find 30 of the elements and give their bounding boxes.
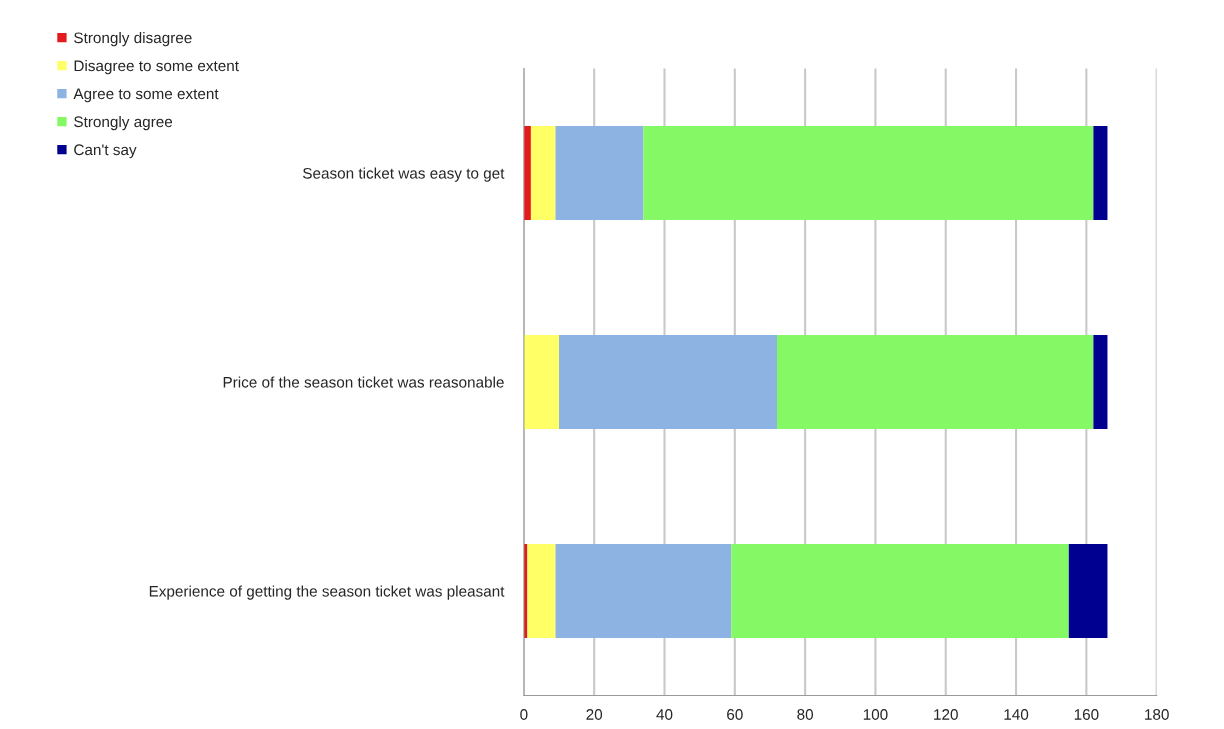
bar — [1093, 334, 1108, 430]
bar — [555, 126, 644, 221]
x-tick-label: 140 — [1004, 709, 1029, 720]
x-tick-label: 180 — [1145, 709, 1169, 720]
bar — [1093, 126, 1108, 221]
bar — [559, 334, 777, 430]
y-tick-label: Experience of getting the season ticket was pleasant — [149, 585, 505, 600]
x-tick-label: 40 — [656, 709, 673, 720]
bar — [530, 126, 556, 221]
y-tick-label: Price of the season ticket was reasonable — [223, 376, 504, 388]
x-tick-label: 100 — [863, 709, 888, 720]
x-tick-label: 160 — [1074, 709, 1099, 720]
legend-label: Strongly agree — [74, 115, 173, 131]
bar — [527, 543, 556, 638]
bar — [777, 334, 1094, 430]
legend-label: Can't say — [74, 144, 137, 159]
bar — [1068, 543, 1108, 638]
legend-label: Disagree to some extent — [74, 59, 239, 75]
x-tick-label: 20 — [586, 709, 603, 720]
y-tick-label: Season ticket was easy to get — [303, 167, 505, 182]
legend-label: Strongly disagree — [74, 31, 192, 47]
bar — [643, 126, 1094, 221]
x-tick-label: 80 — [797, 709, 814, 720]
legend-label: Agree to some extent — [73, 88, 219, 103]
x-tick-label: 0 — [520, 709, 528, 720]
bar — [523, 334, 560, 430]
x-tick-label: 60 — [727, 709, 743, 720]
bar — [731, 543, 1069, 638]
x-tick-label: 120 — [934, 709, 958, 720]
bar — [555, 543, 732, 638]
